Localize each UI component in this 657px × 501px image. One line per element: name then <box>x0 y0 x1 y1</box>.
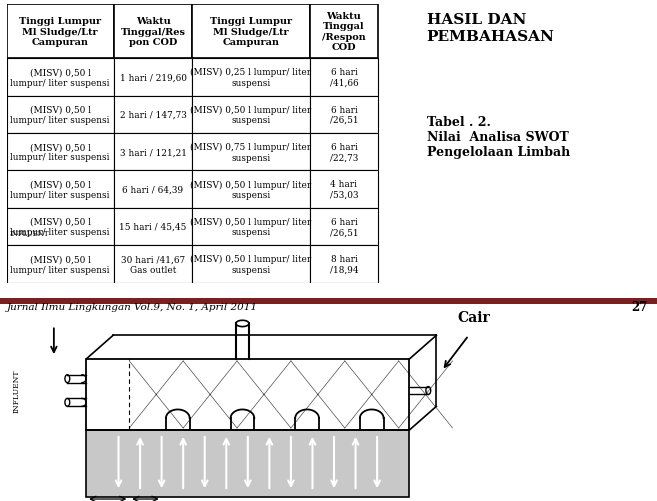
Bar <box>7 5 114 59</box>
Text: (MISV) 0,50 l lumpur/ liter
suspensi: (MISV) 0,50 l lumpur/ liter suspensi <box>191 217 311 237</box>
Bar <box>193 246 309 283</box>
Bar <box>309 134 378 171</box>
Text: Tinggi Lumpur
Ml Sludge/Ltr
Campuran: Tinggi Lumpur Ml Sludge/Ltr Campuran <box>210 17 292 47</box>
Ellipse shape <box>65 375 70 383</box>
Text: 3 hari / 121,21: 3 hari / 121,21 <box>120 148 187 157</box>
Text: 4 hari
/53,03: 4 hari /53,03 <box>330 180 358 199</box>
Bar <box>193 171 309 208</box>
Text: INFLUENT: INFLUENT <box>10 229 49 237</box>
Bar <box>193 97 309 134</box>
Text: 6 hari
/26,51: 6 hari /26,51 <box>330 106 358 125</box>
Bar <box>114 97 193 134</box>
Text: Waktu
Tinggal
/Respon
COD: Waktu Tinggal /Respon COD <box>322 12 366 52</box>
Bar <box>114 134 193 171</box>
Text: 30 hari /41,67
Gas outlet: 30 hari /41,67 Gas outlet <box>121 255 185 274</box>
Text: (MISV) 0,50 l lumpur/ liter
suspensi: (MISV) 0,50 l lumpur/ liter suspensi <box>191 105 311 125</box>
Ellipse shape <box>65 399 70 406</box>
Text: d: d <box>104 500 111 501</box>
Text: Cair: Cair <box>458 310 491 324</box>
Bar <box>7 97 114 134</box>
Text: (MISV) 0,50 l
lumpur/ liter suspensi: (MISV) 0,50 l lumpur/ liter suspensi <box>11 217 110 237</box>
Text: 1 hari / 219,60: 1 hari / 219,60 <box>120 73 187 82</box>
Bar <box>193 59 309 97</box>
Bar <box>114 246 193 283</box>
Text: (MISV) 0,50 l
lumpur/ liter suspensi: (MISV) 0,50 l lumpur/ liter suspensi <box>11 255 110 274</box>
Text: Δ: Δ <box>142 500 149 501</box>
Text: 6 hari
/22,73: 6 hari /22,73 <box>330 143 358 162</box>
Bar <box>193 208 309 246</box>
Ellipse shape <box>426 387 431 395</box>
Text: Waktu
Tinggal/Res
pon COD: Waktu Tinggal/Res pon COD <box>120 17 185 47</box>
Text: (MISV) 0,50 l lumpur/ liter
suspensi: (MISV) 0,50 l lumpur/ liter suspensi <box>191 180 311 199</box>
Bar <box>114 5 193 59</box>
Text: (MISV) 0,50 l lumpur/ liter
suspensi: (MISV) 0,50 l lumpur/ liter suspensi <box>191 255 311 274</box>
Text: HASIL DAN
PEMBAHASAN: HASIL DAN PEMBAHASAN <box>426 14 555 44</box>
Text: Tabel . 2.
Nilai  Analisa SWOT
Pengelolaan Limbah: Tabel . 2. Nilai Analisa SWOT Pengelolaa… <box>426 116 570 159</box>
Bar <box>193 134 309 171</box>
Bar <box>309 208 378 246</box>
Bar <box>309 246 378 283</box>
Bar <box>114 208 193 246</box>
Text: Jurnal Ilmu Lingkungan Vol.9, No. 1, April 2011: Jurnal Ilmu Lingkungan Vol.9, No. 1, Apr… <box>7 303 258 312</box>
Bar <box>309 97 378 134</box>
Bar <box>7 208 114 246</box>
Bar <box>193 5 309 59</box>
Bar <box>114 59 193 97</box>
Text: (MISV) 0,50 l
lumpur/ liter suspensi: (MISV) 0,50 l lumpur/ liter suspensi <box>11 68 110 88</box>
Text: Tinggi Lumpur
Ml Sludge/Ltr
Campuran: Tinggi Lumpur Ml Sludge/Ltr Campuran <box>19 17 101 47</box>
Text: 15 hari / 45,45: 15 hari / 45,45 <box>120 222 187 231</box>
Text: (MISV) 0,75 l lumpur/ liter
suspensi: (MISV) 0,75 l lumpur/ liter suspensi <box>191 143 311 162</box>
Text: INFLUENT: INFLUENT <box>12 369 20 412</box>
Bar <box>7 134 114 171</box>
Bar <box>114 171 193 208</box>
Text: 2 hari / 147,73: 2 hari / 147,73 <box>120 111 187 120</box>
Bar <box>309 171 378 208</box>
Bar <box>7 246 114 283</box>
Text: 6 hari / 64,39: 6 hari / 64,39 <box>122 185 183 194</box>
Bar <box>7 171 114 208</box>
Text: (MISV) 0,25 l lumpur/ liter
suspensi: (MISV) 0,25 l lumpur/ liter suspensi <box>191 68 311 88</box>
Text: 8 hari
/18,94: 8 hari /18,94 <box>330 255 358 274</box>
Text: 6 hari
/41,66: 6 hari /41,66 <box>330 68 358 88</box>
Bar <box>86 430 409 497</box>
Bar <box>309 59 378 97</box>
Bar <box>309 5 378 59</box>
Text: (MISV) 0,50 l
lumpur/ liter suspensi: (MISV) 0,50 l lumpur/ liter suspensi <box>11 106 110 125</box>
Text: (MISV) 0,50 l
lumpur/ liter suspensi: (MISV) 0,50 l lumpur/ liter suspensi <box>11 143 110 162</box>
Bar <box>7 59 114 97</box>
Text: 6 hari
/26,51: 6 hari /26,51 <box>330 217 358 237</box>
Text: 27: 27 <box>631 301 647 314</box>
Text: (MISV) 0,50 l
lumpur/ liter suspensi: (MISV) 0,50 l lumpur/ liter suspensi <box>11 180 110 199</box>
